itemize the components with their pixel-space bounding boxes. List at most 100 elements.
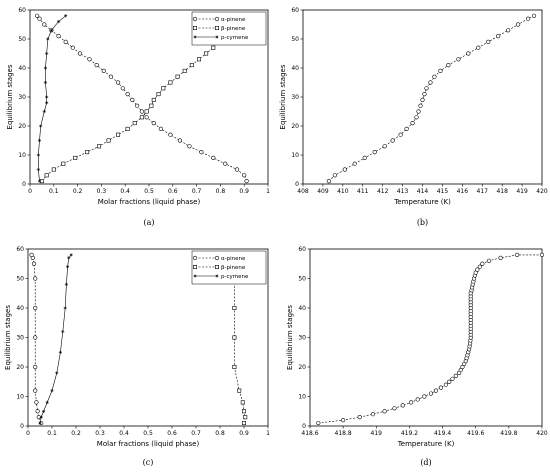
x-tick-label: 420: [536, 188, 548, 195]
series-line: [39, 254, 72, 424]
data-point: [36, 167, 40, 172]
data-point: [37, 138, 42, 143]
data-point: [414, 115, 419, 120]
x-tick-label: 1: [266, 188, 270, 195]
data-point: [211, 155, 216, 160]
data-point: [101, 68, 106, 73]
panel-label: (d): [420, 458, 431, 467]
data-point: [447, 379, 452, 384]
series-pinene: [35, 13, 249, 184]
data-point: [362, 155, 367, 160]
x-tick-label: 0.6: [167, 430, 177, 437]
data-point: [480, 261, 485, 266]
x-tick-label: 419: [371, 430, 383, 437]
data-point: [44, 173, 49, 178]
x-axis-label: Temperature (K): [397, 440, 455, 448]
legend-marker: [215, 35, 219, 39]
data-point: [416, 109, 421, 114]
x-tick-label: 0.7: [192, 188, 202, 195]
data-point: [70, 45, 75, 50]
data-point: [51, 167, 56, 172]
data-point: [515, 252, 520, 257]
y-tick-label: 30: [18, 94, 26, 101]
data-point: [450, 376, 455, 381]
data-point: [486, 258, 492, 263]
x-tick-label: 0.4: [120, 188, 130, 195]
data-point: [496, 33, 501, 39]
data-point: [33, 335, 38, 340]
plot-area-frame: [302, 9, 543, 185]
data-point: [432, 74, 437, 79]
data-point: [42, 109, 46, 114]
x-tick-label: 418: [496, 188, 508, 195]
data-point: [332, 173, 337, 178]
data-point: [135, 103, 140, 108]
data-point: [477, 264, 482, 269]
y-tick-label: 60: [291, 7, 299, 14]
data-point: [372, 150, 377, 155]
data-point: [211, 45, 216, 50]
panel-label: (c): [143, 458, 154, 467]
data-point: [453, 373, 458, 378]
x-tick-label: 419.2: [401, 430, 418, 437]
y-tick-label: 10: [18, 152, 26, 159]
panel-label: (b): [417, 218, 428, 227]
data-point: [108, 74, 114, 79]
x-tick-label: 419: [516, 188, 528, 195]
data-point: [77, 51, 83, 56]
data-point: [64, 282, 68, 286]
x-tick-label: 416: [457, 188, 469, 195]
data-point: [204, 51, 209, 56]
y-tick-label: 0: [22, 181, 26, 188]
data-point: [116, 132, 121, 137]
x-tick-label: 0.2: [71, 430, 81, 437]
data-point: [531, 13, 537, 18]
data-point: [144, 115, 149, 120]
y-tick-label: 10: [291, 152, 299, 159]
data-point: [33, 388, 38, 393]
data-point: [168, 132, 173, 137]
x-tick-label: 0.3: [97, 188, 107, 195]
data-point: [187, 144, 192, 149]
data-point: [498, 255, 503, 260]
data-point: [237, 388, 242, 393]
data-point: [45, 400, 49, 404]
data-point: [446, 62, 451, 68]
legend: α-pinene β-pinene p-cymene: [191, 11, 267, 46]
data-point: [438, 68, 443, 73]
data-point: [66, 265, 70, 269]
data-point: [342, 167, 347, 172]
data-point: [428, 80, 433, 85]
y-tick-label: 20: [291, 123, 299, 130]
legend-box: [191, 11, 267, 46]
data-point: [370, 412, 376, 417]
data-point: [352, 161, 357, 166]
y-tick-label: 20: [298, 364, 306, 371]
data-point: [34, 400, 39, 405]
data-point: [56, 20, 61, 24]
data-point: [232, 335, 237, 340]
data-point: [456, 57, 461, 62]
data-point: [39, 124, 43, 128]
data-point: [243, 415, 248, 420]
x-tick-label: 1: [266, 430, 270, 437]
data-point: [161, 86, 166, 91]
x-tick-label: 0: [26, 430, 30, 437]
legend-marker: [192, 16, 198, 22]
y-tick-label: 0: [295, 181, 299, 188]
y-tick-label: 0: [302, 423, 306, 430]
data-point: [64, 14, 68, 18]
y-tick-label: 60: [18, 7, 26, 14]
chart-panel-c: 0 0.1 0.2 0.3 0.4 0.5 0.6 0.7 0.8 0.9 101020304050…: [4, 246, 270, 467]
x-tick-label: 410: [337, 188, 349, 195]
y-tick-label: 10: [298, 394, 306, 401]
x-tick-label: 409: [317, 188, 329, 195]
data-point: [390, 138, 395, 143]
data-point: [476, 45, 481, 50]
data-point: [158, 126, 163, 131]
y-tick-label: 30: [291, 94, 299, 101]
legend-marker: [214, 255, 220, 261]
data-point: [115, 80, 121, 85]
data-point: [234, 167, 240, 172]
x-tick-label: 0.1: [49, 188, 59, 195]
